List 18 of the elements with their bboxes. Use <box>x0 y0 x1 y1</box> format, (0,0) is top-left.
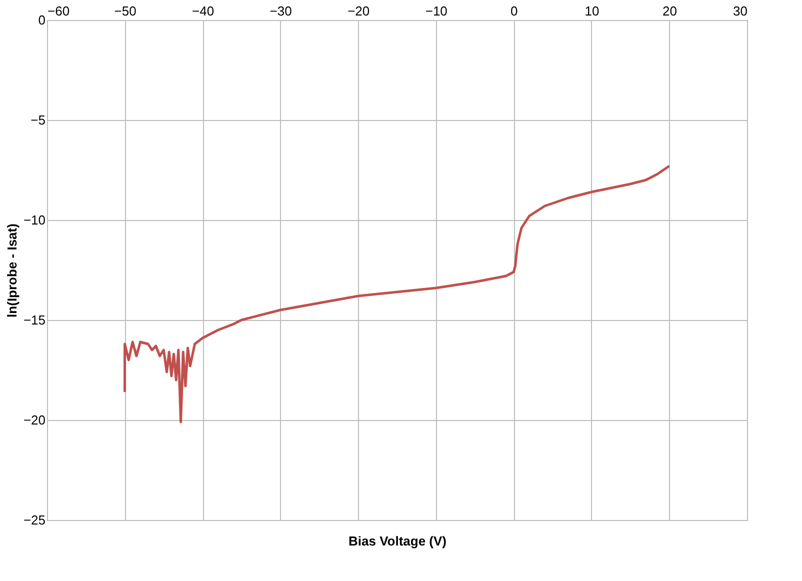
y-tick-label: −25 <box>23 512 46 528</box>
x-tick-label: 0 <box>510 4 518 18</box>
x-tick-label: −10 <box>425 4 448 18</box>
y-tick-label: −10 <box>23 212 46 228</box>
y-tick-label: −20 <box>23 412 46 428</box>
x-tick-label: −20 <box>348 4 370 18</box>
x-tick-label: −60 <box>48 4 70 18</box>
x-tick-label: 10 <box>584 4 600 18</box>
x-axis-title: Bias Voltage (V) <box>348 534 447 548</box>
x-tick-label: −40 <box>192 4 214 18</box>
x-tick-label: 30 <box>733 4 748 18</box>
x-tick-label: −50 <box>114 4 136 18</box>
x-tick-label: 20 <box>662 4 677 18</box>
line-series <box>124 164 670 424</box>
y-tick-label: −15 <box>23 312 46 328</box>
y-axis-title: ln(Iprobe - Isat) <box>4 224 20 318</box>
y-tick-label: −5 <box>30 112 46 128</box>
x-tick-label: −30 <box>270 4 292 18</box>
